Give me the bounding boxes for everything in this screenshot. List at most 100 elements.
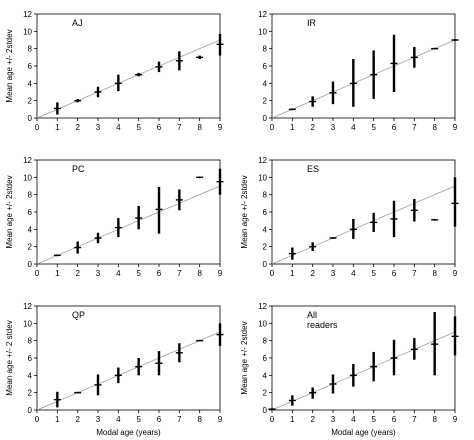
x-tick-label: 0 — [270, 415, 275, 424]
y-tick-label: 6 — [28, 208, 33, 217]
x-tick-label: 1 — [290, 123, 295, 132]
y-tick-label: 4 — [263, 225, 268, 234]
y-tick-label: 8 — [263, 191, 268, 200]
panel-label: IR — [307, 18, 317, 28]
y-tick-label: 10 — [258, 319, 267, 328]
x-tick-label: 7 — [177, 415, 182, 424]
x-tick-label: 5 — [371, 415, 376, 424]
y-tick-label: 12 — [23, 302, 32, 311]
x-tick-label: 2 — [310, 269, 315, 278]
x-tick-label: 3 — [96, 123, 101, 132]
y-tick-label: 0 — [263, 114, 268, 123]
y-tick-label: 8 — [28, 191, 33, 200]
x-tick-label: 9 — [453, 269, 458, 278]
y-tick-label: 10 — [23, 27, 32, 36]
y-tick-label: 2 — [263, 243, 268, 252]
x-tick-label: 7 — [177, 269, 182, 278]
x-tick-label: 3 — [96, 269, 101, 278]
panel-label: All — [307, 310, 317, 320]
panel-label: QP — [72, 310, 85, 320]
y-tick-label: 12 — [258, 10, 267, 19]
y-tick-label: 2 — [28, 389, 33, 398]
x-tick-label: 5 — [371, 123, 376, 132]
y-tick-label: 8 — [263, 337, 268, 346]
x-tick-label: 0 — [35, 123, 40, 132]
y-tick-label: 0 — [263, 406, 268, 415]
y-tick-label: 2 — [263, 97, 268, 106]
x-tick-label: 9 — [218, 269, 223, 278]
x-tick-label: 2 — [310, 123, 315, 132]
y-tick-label: 4 — [28, 225, 33, 234]
y-tick-label: 12 — [258, 302, 267, 311]
y-tick-label: 8 — [28, 337, 33, 346]
x-tick-label: 2 — [75, 123, 80, 132]
x-tick-label: 9 — [218, 415, 223, 424]
plot-frame — [36, 305, 221, 411]
reference-line — [271, 185, 456, 265]
x-tick-label: 6 — [392, 123, 397, 132]
panel-label: AJ — [72, 18, 83, 28]
x-tick-label: 8 — [432, 269, 437, 278]
y-tick-label: 10 — [258, 173, 267, 182]
y-axis-title: Mean age +/- 2stdev — [5, 29, 14, 102]
x-tick-label: 4 — [351, 415, 356, 424]
plot-frame — [271, 305, 456, 411]
x-tick-label: 3 — [331, 123, 336, 132]
x-tick-label: 8 — [197, 269, 202, 278]
x-tick-label: 7 — [412, 415, 417, 424]
x-tick-label: 0 — [270, 269, 275, 278]
y-tick-label: 0 — [28, 260, 33, 269]
x-tick-label: 0 — [35, 415, 40, 424]
y-axis-title: Mean age +/- 2stdev — [240, 321, 249, 394]
y-tick-label: 12 — [23, 10, 32, 19]
x-axis-title: Modal age (years) — [96, 428, 161, 437]
x-tick-label: 6 — [392, 269, 397, 278]
x-tick-label: 3 — [331, 415, 336, 424]
x-tick-label: 4 — [351, 123, 356, 132]
y-tick-label: 12 — [258, 156, 267, 165]
x-tick-label: 8 — [197, 123, 202, 132]
x-tick-label: 5 — [371, 269, 376, 278]
y-tick-label: 6 — [28, 354, 33, 363]
x-tick-label: 4 — [351, 269, 356, 278]
x-tick-label: 1 — [55, 269, 60, 278]
x-tick-label: 5 — [136, 269, 141, 278]
y-axis-title: Mean age +/- 2stdev — [5, 175, 14, 248]
x-tick-label: 2 — [75, 269, 80, 278]
x-tick-label: 1 — [55, 415, 60, 424]
x-tick-label: 4 — [116, 415, 121, 424]
x-tick-label: 3 — [331, 269, 336, 278]
x-axis-title: Modal age (years) — [331, 428, 396, 437]
x-tick-label: 1 — [290, 415, 295, 424]
panel-label: readers — [307, 320, 338, 330]
y-tick-label: 4 — [28, 79, 33, 88]
x-tick-label: 6 — [157, 269, 162, 278]
x-tick-label: 9 — [218, 123, 223, 132]
x-tick-label: 3 — [96, 415, 101, 424]
panel-label: ES — [307, 164, 319, 174]
x-tick-label: 7 — [412, 269, 417, 278]
x-tick-label: 1 — [290, 269, 295, 278]
plot-frame — [36, 13, 221, 119]
reference-line — [36, 331, 221, 411]
y-axis-title: Mean age +/- 2stdev — [240, 175, 249, 248]
y-tick-label: 0 — [28, 114, 33, 123]
x-tick-label: 0 — [270, 123, 275, 132]
y-tick-label: 2 — [263, 389, 268, 398]
y-tick-label: 10 — [258, 27, 267, 36]
y-tick-label: 8 — [263, 45, 268, 54]
y-tick-label: 2 — [28, 243, 33, 252]
y-tick-label: 4 — [28, 371, 33, 380]
y-tick-label: 8 — [28, 45, 33, 54]
y-tick-label: 10 — [23, 173, 32, 182]
y-tick-label: 6 — [28, 62, 33, 71]
panel-label: PC — [72, 164, 85, 174]
plot-frame — [271, 159, 456, 265]
